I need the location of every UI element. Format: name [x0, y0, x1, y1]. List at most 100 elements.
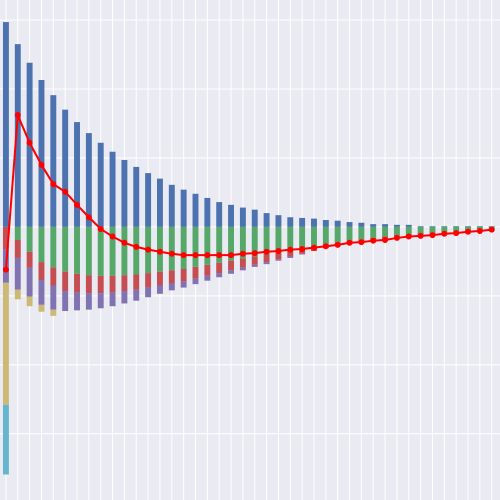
bar	[121, 291, 128, 304]
bar	[74, 273, 80, 293]
bar	[133, 166, 140, 227]
bar	[74, 226, 80, 274]
line-marker	[204, 252, 211, 259]
bar	[38, 304, 45, 312]
bar	[62, 109, 69, 227]
line-marker	[192, 252, 199, 259]
bar	[180, 189, 187, 227]
line-marker	[263, 248, 270, 255]
bar	[382, 224, 389, 227]
bar	[145, 273, 152, 288]
bar	[465, 226, 471, 231]
bar	[204, 275, 211, 281]
line-marker	[26, 139, 33, 146]
line-marker	[145, 246, 152, 253]
bar	[2, 404, 9, 475]
bar	[322, 220, 329, 227]
bar	[38, 280, 45, 305]
line-marker	[346, 239, 353, 246]
line-marker	[453, 230, 460, 237]
bar	[168, 226, 175, 271]
line-marker	[109, 233, 116, 240]
line-marker	[50, 181, 57, 188]
line-marker	[14, 112, 21, 119]
line-marker	[334, 241, 341, 248]
bar	[239, 267, 246, 271]
bar	[26, 296, 33, 307]
bar	[121, 160, 128, 227]
bar	[62, 271, 69, 292]
bar	[287, 250, 294, 257]
bar	[133, 289, 140, 301]
bar	[417, 226, 424, 234]
bar	[109, 292, 116, 307]
bar	[275, 259, 282, 261]
line-marker	[322, 243, 329, 250]
bar	[85, 275, 92, 294]
line-marker	[429, 232, 436, 239]
bar	[26, 226, 33, 252]
bar	[275, 252, 282, 260]
line-marker	[417, 232, 424, 239]
bar	[358, 222, 365, 227]
line-marker	[465, 228, 472, 235]
bar	[50, 309, 57, 316]
bar	[168, 270, 175, 284]
bar	[26, 251, 33, 268]
bar	[216, 262, 223, 274]
bar	[382, 226, 389, 237]
line-marker	[239, 250, 246, 257]
bar	[204, 264, 211, 276]
line-marker	[133, 243, 140, 250]
bar	[441, 226, 448, 232]
bar	[405, 224, 412, 227]
bar	[14, 44, 21, 227]
bar	[62, 226, 69, 272]
bar	[14, 240, 21, 258]
bar	[239, 258, 246, 268]
bar	[2, 226, 9, 250]
bar	[109, 275, 116, 293]
bar	[346, 222, 353, 227]
bar	[192, 226, 199, 267]
bar	[145, 287, 152, 298]
bar	[38, 262, 45, 280]
bar	[85, 293, 92, 310]
bar	[97, 142, 104, 227]
bar	[263, 262, 270, 265]
bar	[228, 270, 235, 274]
line-marker	[476, 228, 483, 235]
bar	[50, 267, 57, 286]
bar	[393, 226, 400, 236]
bar	[239, 226, 246, 259]
bar	[405, 226, 412, 235]
bar	[180, 226, 187, 269]
line-marker	[121, 239, 128, 246]
bar	[465, 226, 471, 227]
bar	[192, 278, 199, 285]
bar	[358, 226, 365, 240]
bar	[156, 271, 163, 286]
line-marker	[310, 244, 317, 251]
bar	[287, 256, 294, 258]
line-marker	[393, 234, 400, 241]
bar	[228, 260, 235, 271]
bar	[50, 95, 57, 227]
bar	[417, 226, 424, 227]
bar	[156, 285, 163, 294]
bar	[370, 224, 377, 227]
bar	[228, 226, 235, 261]
line-marker	[358, 239, 365, 246]
bar	[192, 266, 199, 279]
bar	[322, 226, 329, 245]
bar	[488, 226, 495, 227]
bar	[299, 253, 306, 255]
bar	[334, 220, 341, 227]
bar	[204, 197, 211, 227]
bar	[334, 226, 341, 243]
bar	[85, 133, 92, 227]
line-marker	[180, 252, 187, 259]
bar	[251, 264, 258, 267]
bar	[453, 226, 460, 232]
bar	[121, 226, 128, 276]
